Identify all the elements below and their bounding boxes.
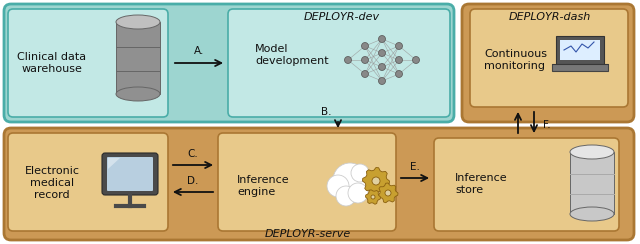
Circle shape bbox=[378, 78, 385, 84]
Circle shape bbox=[378, 35, 385, 42]
FancyBboxPatch shape bbox=[102, 153, 158, 195]
Circle shape bbox=[413, 57, 419, 63]
FancyBboxPatch shape bbox=[4, 4, 454, 122]
FancyBboxPatch shape bbox=[470, 9, 628, 107]
Polygon shape bbox=[116, 22, 160, 94]
Polygon shape bbox=[378, 183, 398, 203]
Ellipse shape bbox=[570, 207, 614, 221]
Text: A.: A. bbox=[194, 46, 204, 56]
Polygon shape bbox=[556, 36, 604, 64]
FancyBboxPatch shape bbox=[462, 4, 634, 122]
FancyBboxPatch shape bbox=[228, 9, 450, 117]
Circle shape bbox=[333, 163, 367, 197]
Circle shape bbox=[371, 195, 375, 199]
Text: F.: F. bbox=[543, 120, 550, 130]
Circle shape bbox=[348, 183, 368, 203]
Circle shape bbox=[327, 175, 349, 197]
Text: E.: E. bbox=[410, 162, 420, 172]
FancyBboxPatch shape bbox=[4, 128, 634, 240]
Text: DEPLOYR-dash: DEPLOYR-dash bbox=[509, 12, 591, 22]
Circle shape bbox=[351, 164, 369, 182]
Text: DEPLOYR-dev: DEPLOYR-dev bbox=[304, 12, 380, 22]
Text: C.: C. bbox=[188, 149, 198, 159]
Circle shape bbox=[362, 57, 369, 63]
FancyBboxPatch shape bbox=[8, 9, 168, 117]
Circle shape bbox=[344, 57, 351, 63]
Ellipse shape bbox=[570, 145, 614, 159]
Text: D.: D. bbox=[188, 176, 198, 186]
Ellipse shape bbox=[116, 87, 160, 101]
Text: DEPLOYR-serve: DEPLOYR-serve bbox=[265, 229, 351, 239]
Polygon shape bbox=[560, 40, 600, 60]
Text: Continuous
monitoring: Continuous monitoring bbox=[484, 49, 547, 71]
Text: Inference
engine: Inference engine bbox=[237, 175, 290, 197]
Text: B.: B. bbox=[321, 107, 332, 117]
FancyBboxPatch shape bbox=[434, 138, 619, 231]
Text: Electronic
medical
record: Electronic medical record bbox=[24, 166, 79, 200]
Circle shape bbox=[362, 71, 369, 78]
Circle shape bbox=[336, 186, 356, 206]
Polygon shape bbox=[552, 64, 608, 71]
Ellipse shape bbox=[116, 15, 160, 29]
Circle shape bbox=[396, 42, 403, 50]
Circle shape bbox=[396, 57, 403, 63]
Polygon shape bbox=[108, 158, 120, 169]
Polygon shape bbox=[362, 167, 390, 194]
FancyBboxPatch shape bbox=[107, 157, 153, 191]
Text: Inference
store: Inference store bbox=[455, 173, 508, 195]
Circle shape bbox=[362, 42, 369, 50]
FancyBboxPatch shape bbox=[218, 133, 396, 231]
Text: Model
development: Model development bbox=[255, 44, 328, 66]
Text: Clinical data
warehouse: Clinical data warehouse bbox=[17, 52, 86, 74]
Circle shape bbox=[372, 177, 380, 185]
Polygon shape bbox=[365, 190, 381, 204]
Circle shape bbox=[396, 71, 403, 78]
Circle shape bbox=[378, 50, 385, 57]
Circle shape bbox=[378, 63, 385, 71]
Circle shape bbox=[385, 190, 391, 196]
FancyBboxPatch shape bbox=[8, 133, 168, 231]
Polygon shape bbox=[570, 152, 614, 214]
